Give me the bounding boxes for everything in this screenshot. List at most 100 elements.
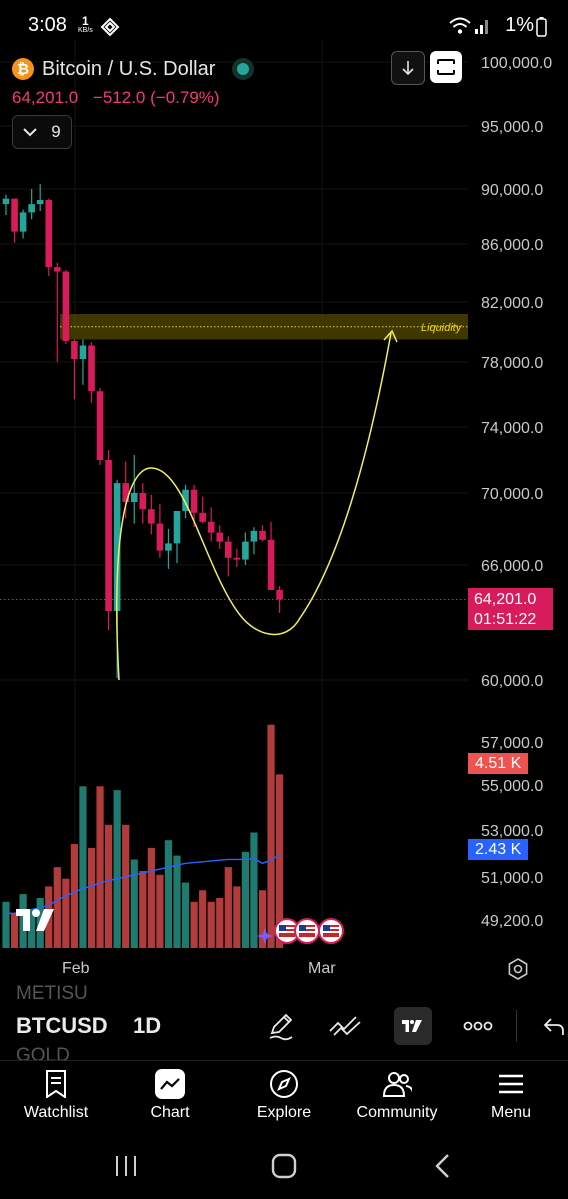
volume-ma-line: [6, 853, 280, 915]
candle-body: [233, 557, 241, 560]
drawing-tool-button[interactable]: [262, 1007, 300, 1045]
nav-community[interactable]: Community: [347, 1066, 447, 1122]
candle-body: [88, 345, 95, 392]
symbol-picker-prev[interactable]: METISU: [16, 983, 88, 1004]
undo-button[interactable]: [540, 1007, 568, 1045]
candle-body: [242, 541, 249, 560]
volume-bar: [216, 897, 224, 948]
candle-body: [54, 267, 61, 272]
candle-body: [216, 532, 224, 542]
volume-bar: [87, 847, 96, 948]
candle-body: [182, 489, 189, 511]
candle-body: [225, 541, 232, 558]
nav-menu[interactable]: Menu: [461, 1066, 561, 1122]
scroll-to-realtime-button[interactable]: [391, 51, 425, 85]
recent-apps-icon[interactable]: [114, 1154, 138, 1178]
nav-explore[interactable]: Explore: [234, 1066, 334, 1122]
projection-curve-path: [116, 332, 392, 681]
sync-icon: [100, 17, 120, 37]
volume-bar: [96, 786, 104, 948]
flag-stripe: [279, 927, 295, 929]
symbol-title[interactable]: Bitcoin / U.S. Dollar: [42, 57, 216, 80]
volume-tag: 4.51 K: [468, 753, 529, 774]
flag-canton: [323, 925, 330, 931]
arrow-down-icon: [402, 61, 414, 76]
status-bar: 3:08 1 KB/s 1%: [0, 0, 568, 52]
network-speed-unit: KB/s: [78, 27, 93, 34]
sparkle-icon: [257, 928, 273, 944]
nav-menu-label: Menu: [490, 1104, 532, 1121]
volume-bar: [233, 886, 241, 948]
more-icon: [463, 1021, 493, 1031]
battery-percent: 1%: [505, 14, 534, 36]
indicators-toggle[interactable]: 9: [12, 115, 72, 149]
community-icon: [382, 1069, 412, 1099]
more-options-button[interactable]: [459, 1007, 497, 1045]
price-axis-label: 100,000.0: [481, 55, 552, 72]
undo-icon: [543, 1018, 564, 1035]
candle-body: [165, 543, 172, 551]
time-axis-label-feb: Feb: [62, 960, 90, 977]
symbol-header[interactable]: ₿ Bitcoin / U.S. Dollar: [12, 57, 250, 81]
volume-bar: [190, 901, 198, 948]
candle-body: [2, 198, 10, 205]
volume-bar: [164, 840, 173, 948]
nav-chart-label: Chart: [150, 1104, 190, 1121]
volume-bar: [113, 790, 121, 948]
signal-icon: [475, 20, 488, 34]
volume-bar: [241, 851, 249, 948]
symbol-ticker[interactable]: BTCUSD: [16, 1013, 108, 1038]
candle-body: [96, 391, 104, 460]
chart-icon: [155, 1069, 185, 1099]
candle-body: [190, 489, 198, 513]
liquidity-label: Liquidity: [421, 322, 463, 334]
chart-grid: [0, 40, 468, 945]
indicators-button[interactable]: [326, 1007, 364, 1045]
interval-selector[interactable]: 1D: [133, 1013, 162, 1038]
nav-community-label: Community: [356, 1104, 438, 1121]
nav-explore-label: Explore: [256, 1104, 312, 1121]
price-axis-label: 51,000.0: [481, 870, 543, 887]
volume-bar: [10, 913, 19, 948]
toolbar-divider: [516, 1010, 517, 1042]
volume-bar: [130, 859, 138, 948]
volume-bar: [62, 878, 70, 948]
chart-canvas[interactable]: Liquidity 100,000.0 95,000.0 90,000.0 86,00…: [0, 0, 568, 990]
volume-bar: [267, 724, 275, 948]
price-change: −512.0 (−0.79%): [92, 88, 220, 107]
candle-body: [139, 493, 147, 510]
price-axis-label: 57,000.0: [481, 735, 543, 752]
back-icon[interactable]: [433, 1153, 453, 1179]
price-axis-label: 49,200.0: [481, 913, 543, 930]
candle-body: [148, 509, 155, 524]
flag-stripe: [299, 931, 315, 933]
compass-icon: [269, 1069, 299, 1099]
nav-chart[interactable]: Chart: [120, 1066, 220, 1122]
candle-body: [113, 483, 121, 611]
tradingview-tools-button[interactable]: [394, 1007, 432, 1045]
pencil-icon: [269, 1013, 293, 1041]
flag-canton: [279, 925, 286, 931]
candle-body: [36, 200, 44, 205]
nav-watchlist[interactable]: Watchlist: [6, 1066, 106, 1122]
wifi-icon: [449, 17, 471, 34]
last-price: 64,201.0: [12, 88, 79, 107]
watchlist-icon: [41, 1069, 71, 1099]
candle-body: [28, 204, 35, 213]
price-axis-label: 86,000.0: [481, 237, 543, 254]
volume-bar: [224, 867, 232, 948]
home-icon[interactable]: [271, 1153, 297, 1179]
price-axis: 100,000.0 95,000.0 90,000.0 86,000.0 82,000.…: [481, 55, 552, 930]
flag-stripe: [323, 931, 339, 933]
candle-body: [122, 483, 129, 502]
chart-settings-icon[interactable]: [506, 957, 530, 981]
volume-bar: [207, 901, 215, 948]
indicators-icon: [329, 1016, 361, 1036]
candle-body: [199, 512, 206, 522]
candle-body: [156, 523, 164, 551]
volume-bar: [250, 832, 258, 948]
candle-body: [207, 521, 215, 533]
network-speed-indicator: 1 KB/s: [78, 15, 93, 36]
fullscreen-button[interactable]: [430, 51, 462, 83]
volume-bar: [79, 786, 87, 948]
